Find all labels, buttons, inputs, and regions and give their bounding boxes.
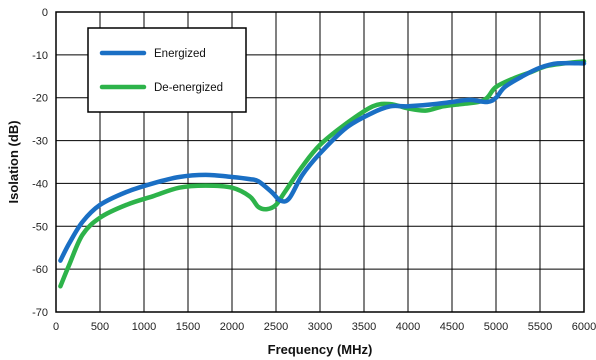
x-axis-title: Frequency (MHz) — [268, 342, 373, 357]
plot-frame — [55, 11, 585, 313]
y-tick-label: -60 — [32, 264, 48, 276]
x-tick-label: 6000 — [572, 321, 596, 333]
y-tick-label: -20 — [32, 93, 48, 105]
y-tick-label: -50 — [32, 221, 48, 233]
series-line-de-energized — [58, 59, 587, 289]
y-tick-label: -30 — [32, 136, 48, 148]
legend: Energized De-energized — [87, 27, 247, 113]
legend-box — [87, 27, 247, 113]
series-line-energized — [58, 60, 587, 263]
x-tick-label: 5500 — [528, 321, 552, 333]
legend-label-energized: Energized — [154, 48, 206, 60]
x-tick-label: 1000 — [132, 321, 156, 333]
x-tick-label: 2500 — [264, 321, 288, 333]
x-tick-label: 1500 — [176, 321, 200, 333]
x-tick-label: 500 — [91, 321, 109, 333]
x-tick-label: 0 — [53, 321, 59, 333]
x-tick-label: 3500 — [352, 321, 376, 333]
x-tick-label: 4000 — [396, 321, 420, 333]
x-tick-label: 5000 — [484, 321, 508, 333]
x-tick-label: 4500 — [440, 321, 464, 333]
x-tick-label: 3000 — [308, 321, 332, 333]
x-tick-label: 2000 — [220, 321, 244, 333]
y-tick-label: -70 — [32, 307, 48, 319]
y-tick-label: 0 — [42, 7, 48, 19]
series-layer — [58, 59, 587, 289]
y-axis-title: Isolation (dB) — [6, 120, 21, 203]
y-tick-labels: 0 -10 -20 -30 -40 -50 -60 -70 — [32, 7, 48, 319]
x-tick-labels: 0 500 1000 1500 2000 2500 3000 3500 4000 4500 5000… — [53, 321, 596, 333]
y-tick-label: -40 — [32, 178, 48, 190]
legend-label-de-energized: De-energized — [154, 82, 223, 94]
y-tick-label: -10 — [32, 50, 48, 62]
